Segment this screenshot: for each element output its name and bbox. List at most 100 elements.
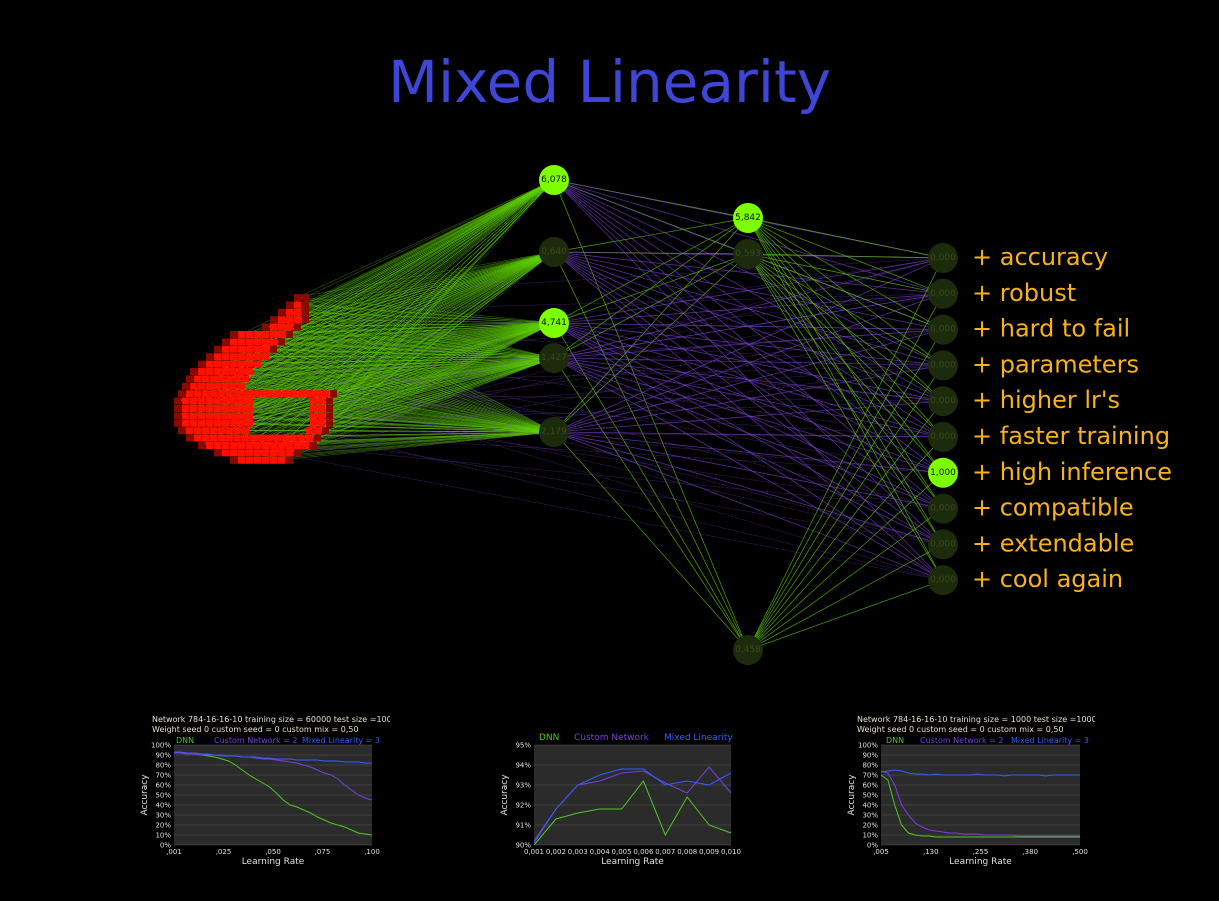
input-pixel	[258, 390, 265, 398]
input-pixel	[318, 397, 325, 405]
input-pixel	[294, 442, 301, 449]
feature-label: + cool again	[972, 565, 1123, 593]
input-pixel	[214, 353, 221, 361]
input-pixel	[198, 360, 205, 368]
input-pixel	[182, 382, 189, 390]
input-pixel	[206, 360, 213, 368]
input-pixel	[310, 419, 317, 427]
input-pixel	[202, 390, 209, 398]
chart-header: Weight seed 0 custom seed = 0 custom mix…	[857, 725, 1064, 734]
input-pixel	[174, 419, 181, 427]
input-pixel	[274, 390, 281, 398]
input-pixel	[186, 390, 193, 398]
input-pixel	[238, 405, 245, 412]
edge-hidden2-output	[747, 253, 944, 330]
edge-input-hidden1	[289, 431, 555, 453]
input-pixel	[186, 427, 193, 435]
feature-label: + robust	[972, 279, 1076, 307]
output-neuron-value: 0,000	[930, 253, 956, 263]
y-tick-label: 60%	[862, 782, 878, 790]
edge-hidden1-output	[553, 357, 944, 545]
input-pixel	[210, 434, 217, 442]
input-pixel	[222, 442, 229, 449]
edge-hidden1-output	[553, 431, 944, 474]
input-pixel	[314, 434, 321, 442]
input-pixel	[222, 338, 229, 346]
input-pixel	[198, 397, 205, 405]
edge-input-hidden1	[329, 400, 555, 433]
y-tick-label: 94%	[515, 762, 531, 770]
input-pixel	[286, 449, 293, 457]
legend-entry: Custom Network = 2	[920, 736, 1003, 745]
edge-input-hidden1	[281, 326, 555, 359]
hidden2-neuron	[733, 239, 763, 269]
feature-label: + higher lr's	[972, 386, 1120, 414]
output-neuron	[928, 243, 958, 273]
edge-input-hidden1	[297, 318, 555, 433]
series-line	[174, 752, 373, 836]
hidden1-neuron-value: 0,640	[541, 247, 567, 257]
edge-input-hidden1	[257, 348, 555, 433]
y-tick-label: 20%	[862, 822, 878, 830]
input-pixel	[318, 412, 325, 420]
edge-input-hidden1	[329, 415, 555, 433]
input-pixel	[310, 397, 317, 405]
input-pixel	[266, 434, 273, 442]
input-pixel	[202, 434, 209, 442]
input-pixel	[286, 456, 293, 464]
input-pixel	[222, 397, 229, 405]
input-pixel	[282, 390, 289, 398]
input-pixel	[278, 338, 285, 346]
legend-entry: Custom Network	[574, 733, 650, 743]
input-pixel	[254, 449, 261, 457]
input-pixel	[230, 449, 237, 457]
edge-hidden2-output	[747, 436, 944, 651]
y-tick-label: 20%	[155, 822, 171, 830]
x-tick-label: ,001	[166, 848, 182, 856]
edge-input-hidden1	[289, 311, 555, 433]
y-tick-label: 90%	[862, 752, 878, 760]
input-pixel	[302, 294, 309, 301]
edge-input-output	[201, 365, 944, 424]
input-pixel	[222, 368, 229, 375]
edge-input-output	[225, 293, 944, 453]
edge-hidden1-hidden2	[553, 357, 749, 651]
output-neuron	[928, 278, 958, 309]
x-tick-label: 0,010	[721, 848, 741, 856]
input-pixel	[310, 412, 317, 420]
input-pixel	[226, 375, 233, 383]
edge-input-hidden1	[281, 431, 555, 461]
input-pixel	[322, 427, 329, 435]
edge-hidden2-output	[747, 253, 944, 402]
y-tick-label: 70%	[862, 772, 878, 780]
y-tick-label: 0%	[160, 842, 171, 850]
edge-input-hidden1	[229, 378, 555, 433]
edge-input-hidden1	[317, 429, 555, 433]
x-tick-label: 0,007	[655, 848, 675, 856]
edge-input-output	[297, 326, 944, 366]
input-pixel	[206, 397, 213, 405]
input-pixel	[230, 405, 237, 412]
chart-header: Network 784-16-16-10 training size = 600…	[152, 715, 390, 724]
hidden1-neuron	[539, 165, 569, 195]
x-tick-label: ,050	[265, 848, 281, 856]
input-pixel	[174, 405, 181, 412]
input-pixel	[226, 390, 233, 398]
edge-input-hidden1	[241, 357, 555, 387]
input-pixel	[230, 419, 237, 427]
input-pixel	[238, 338, 245, 346]
output-neuron	[928, 529, 958, 560]
input-pixel	[242, 434, 249, 442]
edge-hidden2-output	[747, 217, 944, 259]
edge-hidden2-output	[747, 293, 944, 651]
edge-input-hidden1	[233, 355, 555, 433]
input-pixel	[270, 316, 277, 324]
x-tick-label: 0,009	[699, 848, 719, 856]
edge-hidden1-output	[553, 293, 944, 433]
x-tick-label: 0,004	[590, 848, 611, 856]
edge-hidden1-hidden2	[553, 217, 749, 359]
edge-hidden2-output	[747, 253, 944, 295]
y-tick-label: 92%	[515, 802, 531, 810]
input-pixel	[230, 412, 237, 420]
input-pixel	[186, 434, 193, 442]
